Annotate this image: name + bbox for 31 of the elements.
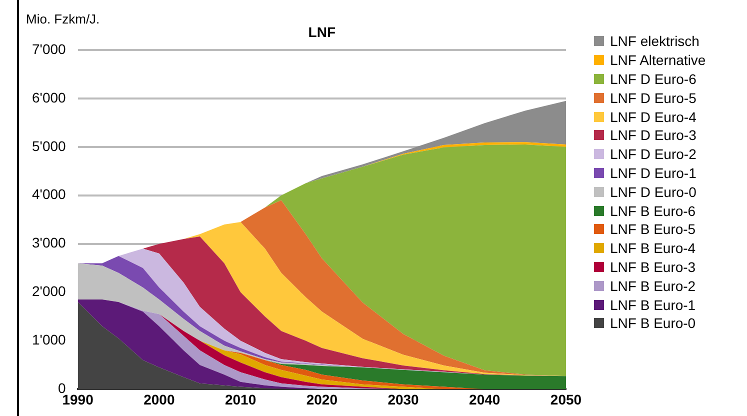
legend-label: LNF D Euro-6 <box>610 70 696 87</box>
legend-label: LNF B Euro-6 <box>610 202 696 219</box>
y-tick-label: 6'000 <box>32 89 66 106</box>
y-tick-label: 3'000 <box>32 234 66 251</box>
legend-label: LNF elektrisch <box>610 33 700 50</box>
legend-label: LNF B Euro-1 <box>610 296 696 313</box>
legend-label: LNF B Euro-0 <box>610 315 696 332</box>
y-tick-label: 1'000 <box>32 332 66 348</box>
legend-label: LNF B Euro-4 <box>610 240 696 256</box>
x-tick-label: 2010 <box>224 391 256 408</box>
legend-label: LNF B Euro-2 <box>610 278 696 294</box>
x-tick-label: 2050 <box>550 391 582 408</box>
x-tick-label: 2000 <box>144 391 175 408</box>
y-tick-label: 7'000 <box>32 40 66 57</box>
legend-label: LNF D Euro-5 <box>610 90 696 106</box>
y-tick-label: 5'000 <box>32 138 66 154</box>
y-tick-label: 2'000 <box>32 283 66 300</box>
legend-label: LNF D Euro-2 <box>610 146 696 162</box>
legend-label: LNF D Euro-1 <box>610 164 696 181</box>
x-tick-label: 2030 <box>388 391 420 408</box>
legend-label: LNF D Euro-3 <box>610 127 696 144</box>
y-axis-title: Mio. Fzkm/J. <box>26 12 100 27</box>
y-tick-label: 4'000 <box>32 186 66 202</box>
legend-label: LNF B Euro-5 <box>610 221 696 238</box>
x-tick-label: 2020 <box>306 391 338 408</box>
legend-label: LNF Alternative <box>610 52 706 68</box>
legend-label: LNF B Euro-3 <box>610 258 696 275</box>
legend-label: LNF D Euro-4 <box>610 108 696 125</box>
x-tick-label: 2040 <box>469 391 500 408</box>
chart-title: LNF <box>308 24 336 40</box>
legend-label: LNF D Euro-0 <box>610 184 696 200</box>
